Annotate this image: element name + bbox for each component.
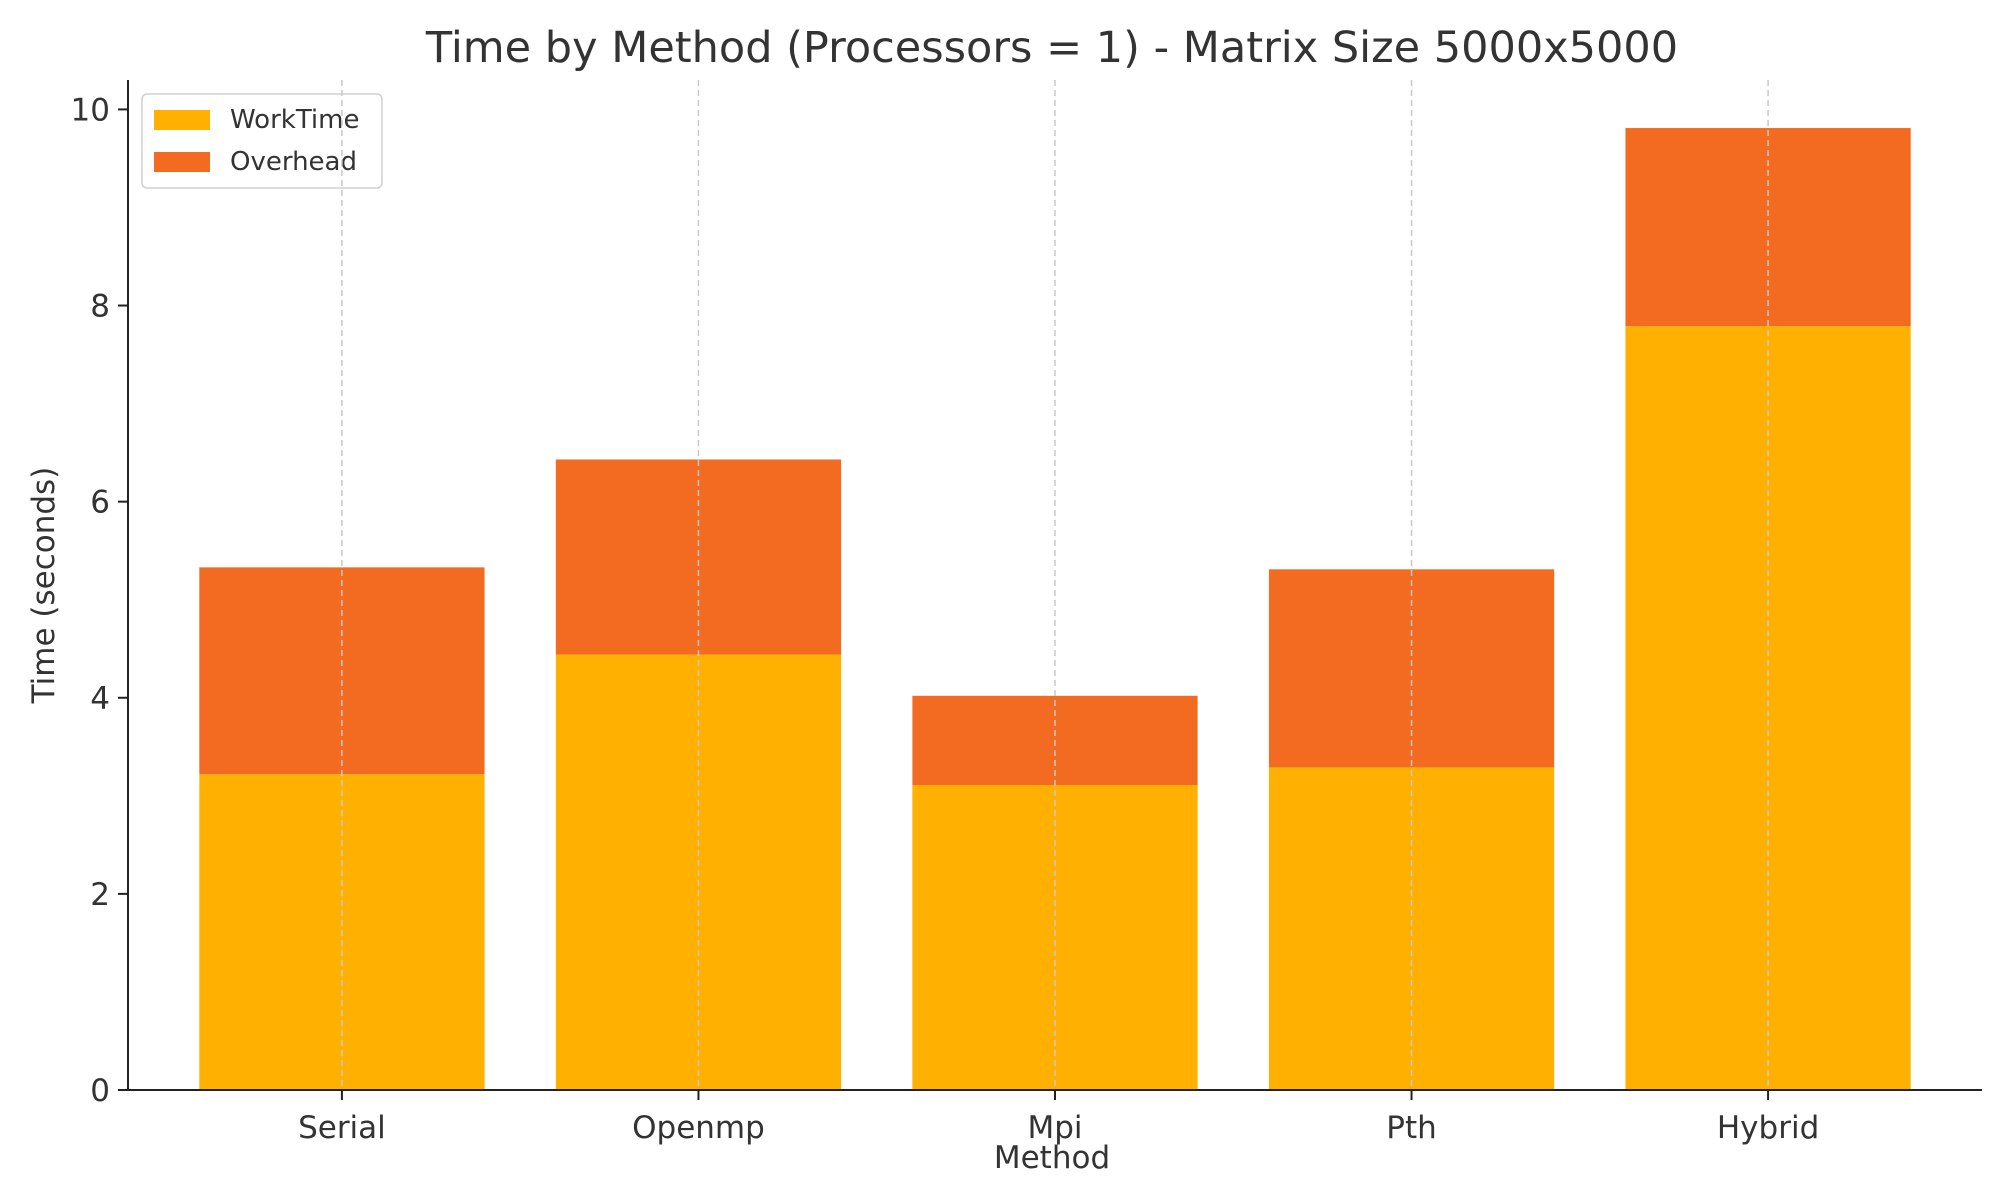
bar-overhead-hybrid bbox=[1625, 128, 1911, 327]
y-tick-label: 10 bbox=[71, 92, 110, 128]
y-tick-label: 6 bbox=[90, 485, 110, 521]
y-axis-label: Time (seconds) bbox=[26, 467, 62, 705]
legend-swatch-overhead bbox=[154, 152, 210, 172]
x-axis-label: Method bbox=[994, 1140, 1110, 1176]
legend-label-overhead: Overhead bbox=[230, 147, 357, 177]
grid-lines bbox=[341, 80, 1769, 1090]
x-tick-label: Hybrid bbox=[1717, 1110, 1819, 1146]
legend: WorkTime Overhead bbox=[141, 93, 383, 189]
x-tick-label: Serial bbox=[298, 1110, 386, 1146]
y-tick-label: 4 bbox=[90, 681, 110, 717]
x-tick-label: Mpi bbox=[1027, 1110, 1082, 1146]
x-tick-label: Openmp bbox=[632, 1110, 765, 1146]
y-tick-label: 8 bbox=[90, 289, 110, 325]
legend-swatch-worktime bbox=[154, 110, 210, 130]
y-tick-label: 0 bbox=[90, 1073, 110, 1109]
y-tick-label: 2 bbox=[90, 877, 110, 913]
bar-overhead-pth bbox=[1268, 569, 1555, 768]
x-tick-label: Pth bbox=[1386, 1110, 1437, 1146]
chart-title: Time by Method (Processors = 1) - Matrix… bbox=[425, 23, 1678, 73]
bars-group bbox=[199, 128, 1911, 1090]
axes-group: 0 2 4 6 8 10 Serial Openmp Mpi Pth Hybrid bbox=[71, 80, 1982, 1146]
legend-label-worktime: WorkTime bbox=[230, 105, 359, 135]
